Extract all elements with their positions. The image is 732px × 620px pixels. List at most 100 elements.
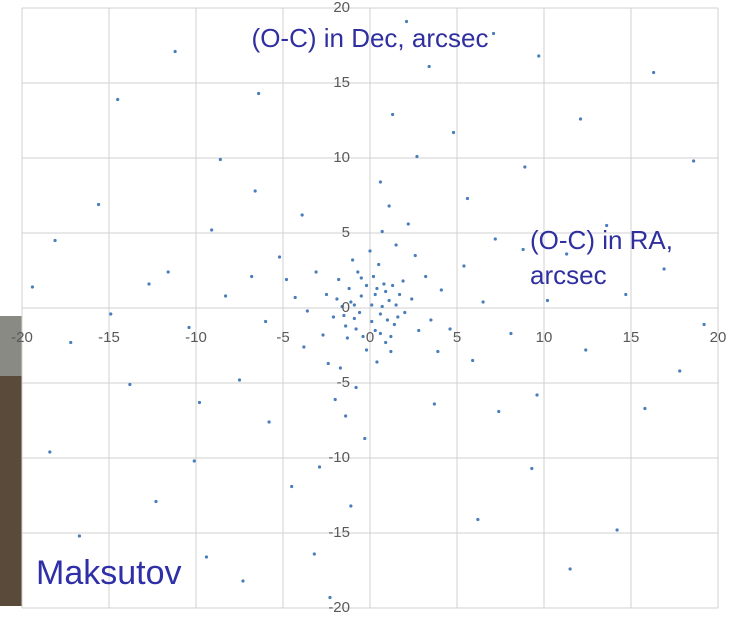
point [389, 334, 393, 339]
point [378, 180, 383, 184]
point [392, 322, 396, 327]
point [192, 459, 196, 463]
point [333, 397, 337, 402]
tick-labels: -20 -15 -10 -5 0 5 10 15 20 -20 -15 -10 -5 0 5 10 15 20 [11, 0, 726, 616]
point [197, 400, 202, 405]
point [401, 279, 405, 283]
point [356, 270, 360, 274]
point [347, 286, 351, 291]
point [578, 117, 583, 121]
point [349, 300, 353, 304]
point [359, 276, 363, 280]
point [530, 466, 534, 471]
point [317, 465, 322, 469]
point [48, 450, 52, 454]
point [394, 243, 398, 247]
point [264, 319, 268, 324]
point [77, 534, 82, 538]
point [396, 315, 400, 319]
y-tick-label: -10 [328, 449, 350, 466]
point [267, 420, 271, 424]
y-tick-label: -5 [337, 374, 350, 391]
point [380, 229, 384, 234]
y-tick-label: 0 [342, 299, 350, 316]
point [250, 274, 254, 279]
point [384, 340, 388, 345]
point [615, 528, 619, 532]
point [521, 247, 525, 252]
point [605, 223, 609, 228]
point [349, 504, 353, 508]
point [364, 348, 369, 352]
point [345, 336, 349, 340]
point [380, 304, 384, 309]
x-tick-label: 5 [453, 329, 461, 346]
point [354, 327, 358, 331]
point [357, 310, 362, 315]
y-tick-label: 15 [333, 74, 350, 91]
point [300, 213, 304, 217]
point [429, 318, 433, 322]
point [413, 253, 417, 258]
points [30, 19, 706, 600]
point [241, 579, 245, 583]
point [340, 304, 344, 309]
point [391, 112, 395, 117]
point [417, 328, 421, 333]
point [465, 196, 470, 201]
x-tick-label: -20 [11, 329, 33, 346]
point [652, 70, 656, 75]
point [96, 202, 101, 207]
point [476, 517, 480, 522]
point [448, 327, 452, 331]
point [692, 159, 696, 163]
point [109, 312, 113, 316]
point [237, 378, 242, 382]
x-tick-label: 20 [710, 329, 727, 346]
y-tick-label: 5 [342, 224, 350, 241]
point [397, 292, 402, 297]
point [439, 288, 443, 292]
point [344, 324, 348, 328]
point [116, 97, 120, 102]
point [312, 552, 316, 556]
point [404, 19, 409, 24]
point [204, 555, 209, 559]
point [147, 282, 151, 286]
point [565, 252, 569, 256]
y-tick-label: 20 [333, 0, 350, 16]
point [509, 331, 513, 336]
point [375, 286, 379, 291]
point [394, 303, 398, 307]
point [643, 406, 647, 411]
point [410, 297, 414, 301]
point [344, 414, 348, 418]
point [382, 282, 386, 286]
point [537, 54, 541, 58]
point [352, 316, 356, 321]
point [702, 322, 706, 327]
x-tick-label: 10 [536, 329, 553, 346]
point [406, 222, 410, 226]
point [424, 274, 428, 279]
point [462, 264, 466, 268]
point [451, 130, 456, 135]
point [584, 348, 588, 352]
point [218, 157, 222, 162]
point [351, 258, 355, 262]
point [385, 318, 389, 322]
point [69, 340, 73, 345]
point [284, 277, 289, 282]
point [53, 238, 57, 243]
point [373, 292, 377, 297]
point [389, 349, 393, 354]
point [359, 294, 363, 298]
point [378, 331, 383, 336]
point [377, 262, 381, 267]
point [321, 333, 325, 337]
point [361, 334, 365, 339]
point [277, 255, 282, 259]
point [523, 165, 527, 169]
point [493, 237, 497, 241]
point [387, 204, 391, 208]
